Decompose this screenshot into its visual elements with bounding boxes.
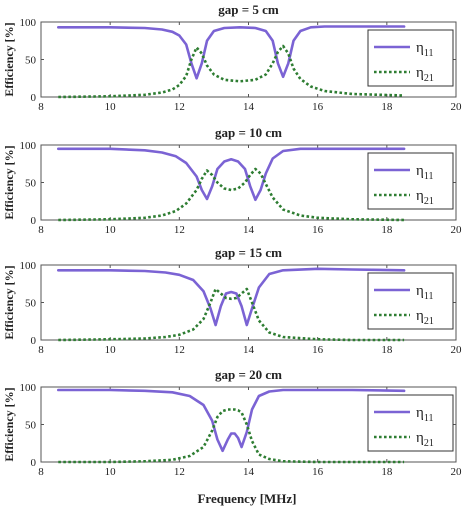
chart-panel: gap = 10 cm 8 10 12 14 16 18 20 0 50 100 Efficiency… — [2, 125, 462, 236]
legend-label-sub: 21 — [424, 438, 434, 449]
y-axis-label: Efficiency [%] — [2, 22, 16, 96]
chart-panel: gap = 20 cm 8 10 12 14 16 18 20 0 50 100 Efficiency… — [2, 367, 462, 478]
legend-label: η11 — [416, 40, 434, 59]
series-line-eta21 — [58, 167, 405, 222]
x-tick-label: 12 — [174, 101, 185, 113]
legend-label-base: η — [416, 283, 424, 299]
legend-label-sub: 11 — [424, 413, 434, 424]
legend-label-base: η — [416, 188, 424, 204]
legend-label-sub: 11 — [424, 48, 434, 59]
x-axis-label: Frequency [MHz] — [197, 491, 296, 506]
chart-title: gap = 20 cm — [215, 367, 282, 382]
legend-label-sub: 21 — [424, 196, 434, 207]
legend-label-sub: 11 — [424, 291, 434, 302]
x-tick-label: 16 — [312, 101, 324, 113]
y-tick-label: 0 — [31, 335, 37, 347]
legend-label: η11 — [416, 405, 434, 424]
x-tick-label: 10 — [105, 101, 117, 113]
x-tick-label: 14 — [243, 101, 255, 113]
legend-label-sub: 21 — [424, 316, 434, 327]
y-tick-label: 100 — [20, 140, 37, 152]
legend-label-base: η — [416, 308, 424, 324]
legend-label-sub: 21 — [424, 73, 434, 84]
y-tick-label: 100 — [20, 260, 37, 272]
legend-box — [367, 394, 454, 452]
y-axis-label: Efficiency [%] — [2, 265, 16, 339]
legend-label-base: η — [416, 405, 424, 421]
y-tick-label: 50 — [25, 298, 37, 310]
x-tick-label: 14 — [243, 344, 255, 356]
y-tick-label: 100 — [20, 17, 37, 29]
legend-label-base: η — [416, 40, 424, 56]
legend-label: η21 — [416, 188, 434, 207]
x-tick-label: 10 — [105, 344, 117, 356]
legend-box — [367, 272, 454, 330]
legend-label: η11 — [416, 163, 434, 182]
chart-title: gap = 5 cm — [218, 2, 279, 17]
chart-panel: gap = 15 cm 8 10 12 14 16 18 20 0 50 100 Efficiency… — [2, 245, 462, 356]
y-tick-label: 0 — [31, 92, 37, 104]
x-tick-label: 10 — [105, 466, 117, 478]
y-tick-label: 50 — [25, 178, 37, 190]
x-tick-label: 20 — [451, 344, 463, 356]
series-line-eta11 — [56, 147, 406, 202]
legend-box — [367, 152, 454, 210]
legend-label-base: η — [416, 65, 424, 81]
x-tick-label: 20 — [451, 466, 463, 478]
x-tick-label: 14 — [243, 466, 255, 478]
chart-panel: gap = 5 cm 8 10 12 14 16 18 20 0 50 100 Efficiency … — [2, 2, 462, 113]
x-tick-label: 8 — [38, 101, 44, 113]
legend-label: η21 — [416, 308, 434, 327]
series-line-eta11 — [56, 267, 406, 327]
x-tick-label: 18 — [381, 224, 393, 236]
legend-label: η21 — [416, 430, 434, 449]
x-tick-label: 14 — [243, 224, 255, 236]
y-tick-label: 0 — [31, 215, 37, 227]
x-tick-label: 12 — [174, 344, 185, 356]
series-line-eta21 — [58, 287, 405, 342]
series-line-eta11 — [56, 25, 406, 80]
y-tick-label: 50 — [25, 420, 37, 432]
x-tick-label: 8 — [38, 344, 44, 356]
chart-panels: gap = 5 cm8 10 12 14 16 18 20050100Efficiency … — [2, 2, 462, 478]
x-tick-label: 8 — [38, 224, 44, 236]
series-line-eta11 — [56, 388, 406, 453]
x-tick-label: 16 — [312, 466, 324, 478]
chart-title: gap = 10 cm — [215, 125, 282, 140]
x-tick-label: 18 — [381, 344, 393, 356]
legend-label-sub: 11 — [424, 171, 434, 182]
x-tick-label: 8 — [38, 466, 44, 478]
y-axis-label: Efficiency [%] — [2, 387, 16, 461]
legend-label: η11 — [416, 283, 434, 302]
y-axis-label: Efficiency [%] — [2, 145, 16, 219]
series-line-eta21 — [58, 44, 405, 99]
y-tick-label: 0 — [31, 457, 37, 469]
x-tick-label: 12 — [174, 466, 185, 478]
legend-label-base: η — [416, 163, 424, 179]
legend-label-base: η — [416, 430, 424, 446]
legend-label: η21 — [416, 65, 434, 84]
y-tick-label: 50 — [25, 55, 37, 67]
x-tick-label: 12 — [174, 224, 185, 236]
x-tick-label: 18 — [381, 101, 393, 113]
x-tick-label: 10 — [105, 224, 117, 236]
x-tick-label: 16 — [312, 224, 324, 236]
x-tick-label: 20 — [451, 224, 463, 236]
x-tick-label: 16 — [312, 344, 324, 356]
x-tick-label: 20 — [451, 101, 463, 113]
x-tick-label: 18 — [381, 466, 393, 478]
legend-box — [367, 29, 454, 87]
y-tick-label: 100 — [20, 382, 37, 394]
chart-title: gap = 15 cm — [215, 245, 282, 260]
